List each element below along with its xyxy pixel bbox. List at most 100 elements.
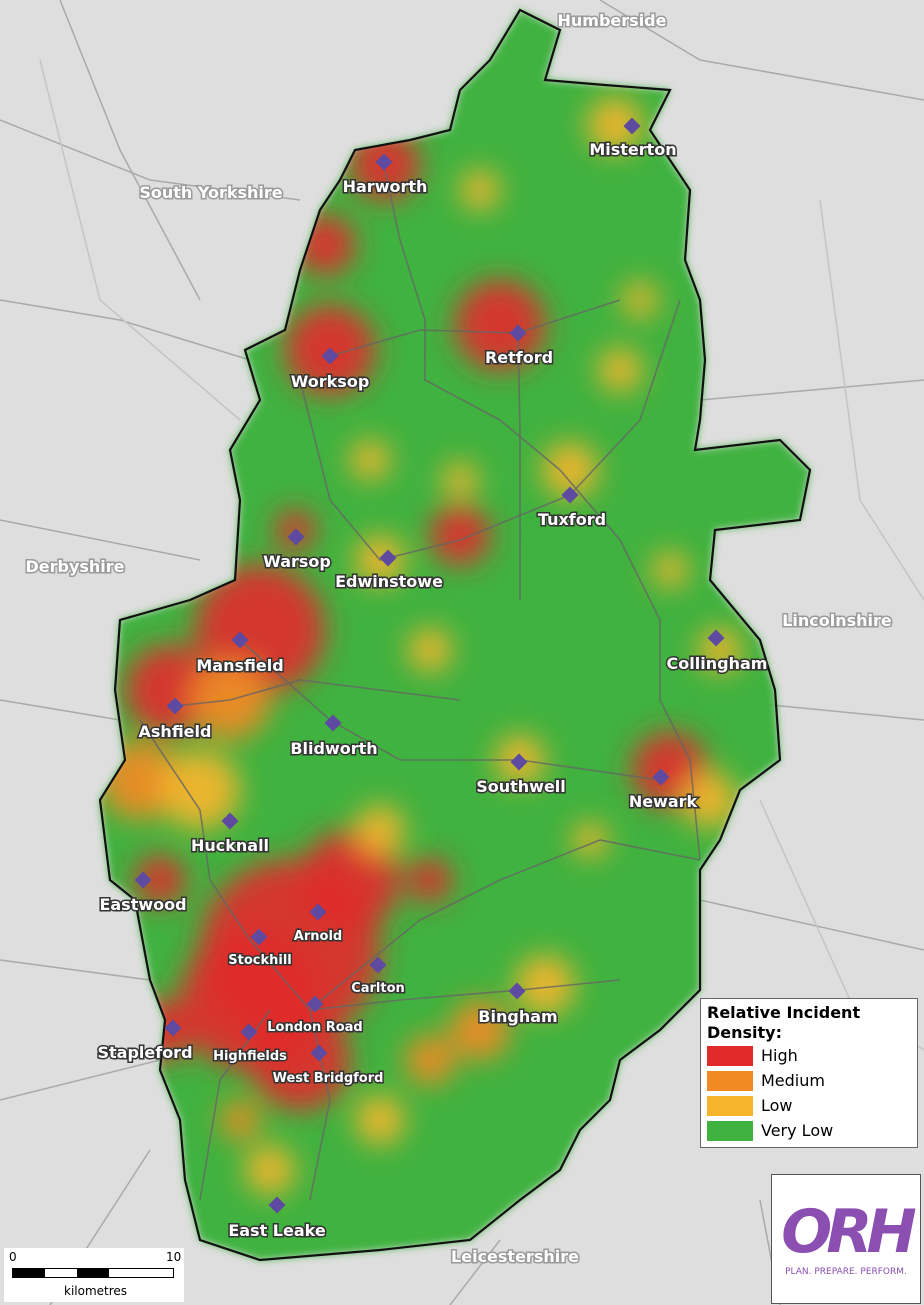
- logo: ORH PLAN. PREPARE. PERFORM.: [771, 1174, 921, 1304]
- scale-bar: 0 10 kilometres: [4, 1248, 184, 1302]
- heat-blob: [460, 170, 500, 210]
- town-label: Southwell: [476, 777, 566, 796]
- legend-swatch: [707, 1045, 753, 1066]
- town-label: London Road: [267, 1020, 363, 1035]
- heat-blob: [250, 1010, 350, 1110]
- town-marker: [250, 928, 268, 946]
- legend-swatch: [707, 1095, 753, 1116]
- town-marker: [221, 812, 239, 830]
- legend-label: Very Low: [761, 1121, 834, 1140]
- town-marker: [508, 982, 526, 1000]
- town-marker: [309, 903, 327, 921]
- town-label: Blidworth: [290, 739, 377, 758]
- legend-swatch: [707, 1120, 753, 1141]
- legend-item: High: [707, 1043, 911, 1068]
- legend: Relative Incident Density: High Medium Low…: [700, 998, 918, 1148]
- heat-blob: [572, 822, 608, 858]
- scale-end: 10: [166, 1250, 182, 1264]
- legend-label: Medium: [761, 1071, 825, 1090]
- town-label: Bingham: [478, 1007, 557, 1026]
- town-label: Warsop: [263, 552, 331, 571]
- town-marker: [375, 153, 393, 171]
- heat-blob: [587, 97, 643, 153]
- region-label: Lincolnshire: [782, 611, 892, 630]
- town-label: Arnold: [294, 929, 342, 944]
- heat-blob: [515, 955, 575, 1015]
- town-label: Retford: [485, 348, 553, 367]
- region-label: Derbyshire: [25, 557, 124, 576]
- town-label: Misterton: [589, 140, 676, 159]
- scale-unit: kilometres: [64, 1284, 128, 1298]
- heat-blob: [355, 805, 405, 855]
- heat-blob: [405, 1035, 455, 1085]
- heat-blob: [135, 855, 185, 905]
- heat-blob: [300, 830, 400, 930]
- town-label: Stockhill: [228, 953, 291, 968]
- logo-tagline: PLAN. PREPARE. PERFORM.: [785, 1267, 907, 1277]
- region-label: Leicestershire: [451, 1247, 579, 1266]
- town-marker: [707, 629, 725, 647]
- heat-blob: [450, 1000, 510, 1060]
- heat-blob: [622, 282, 658, 318]
- heat-blob: [355, 1095, 405, 1145]
- heat-blob: [160, 750, 240, 830]
- town-marker: [321, 347, 339, 365]
- legend-label: High: [761, 1046, 798, 1065]
- heat-blob: [455, 280, 545, 370]
- heat-blob: [442, 462, 478, 498]
- region-label: South Yorkshire: [139, 183, 282, 202]
- town-label: Collingham: [667, 654, 768, 673]
- town-label: Stapleford: [97, 1043, 192, 1062]
- town-label: West Bridgford: [273, 1071, 384, 1086]
- town-label: Eastwood: [99, 895, 186, 914]
- town-label: Ashfield: [139, 722, 212, 741]
- heat-blob: [245, 1145, 295, 1195]
- town-marker: [510, 753, 528, 771]
- town-label: Harworth: [343, 177, 428, 196]
- legend-swatch: [707, 1070, 753, 1091]
- heat-blob: [295, 215, 355, 275]
- town-marker: [306, 995, 324, 1013]
- heat-layer: [100, 97, 742, 1195]
- town-label: Mansfield: [196, 656, 283, 675]
- heat-blob: [350, 440, 390, 480]
- town-marker: [134, 871, 152, 889]
- town-label: Newark: [629, 792, 698, 811]
- legend-title: Relative Incident Density:: [707, 1003, 861, 1042]
- legend-items: High Medium Low Very Low: [707, 1043, 911, 1143]
- town-marker: [623, 117, 641, 135]
- heat-blob: [430, 505, 490, 565]
- logo-text: ORH: [781, 1197, 916, 1267]
- region-label: Humberside: [558, 11, 667, 30]
- town-label: Tuxford: [538, 510, 606, 529]
- heat-blob: [652, 552, 688, 588]
- heat-blob: [220, 1100, 260, 1140]
- town-marker: [652, 768, 670, 786]
- town-marker: [509, 324, 527, 342]
- town-label: Worksop: [291, 372, 370, 391]
- town-marker: [324, 714, 342, 732]
- heat-blob: [408, 628, 452, 672]
- heat-blob: [408, 858, 452, 902]
- heat-blob: [542, 442, 598, 498]
- heat-blob: [598, 348, 642, 392]
- town-marker: [166, 697, 184, 715]
- town-marker: [369, 956, 387, 974]
- legend-item: Medium: [707, 1068, 911, 1093]
- legend-item: Low: [707, 1093, 911, 1118]
- town-marker: [231, 631, 249, 649]
- town-label: Carlton: [351, 981, 405, 996]
- town-label: Highfields: [213, 1049, 287, 1064]
- legend-label: Low: [761, 1096, 793, 1115]
- town-label: Hucknall: [191, 836, 269, 855]
- labels: Humberside South Yorkshire Derbyshire Linco…: [24, 10, 893, 1268]
- town-marker: [287, 528, 305, 546]
- town-marker: [561, 486, 579, 504]
- scale-graphic: [12, 1268, 174, 1278]
- scale-start: 0: [9, 1250, 17, 1264]
- county-boundary: [98, 8, 812, 1262]
- town-label: East Leake: [228, 1221, 326, 1240]
- town-label: Edwinstowe: [335, 572, 443, 591]
